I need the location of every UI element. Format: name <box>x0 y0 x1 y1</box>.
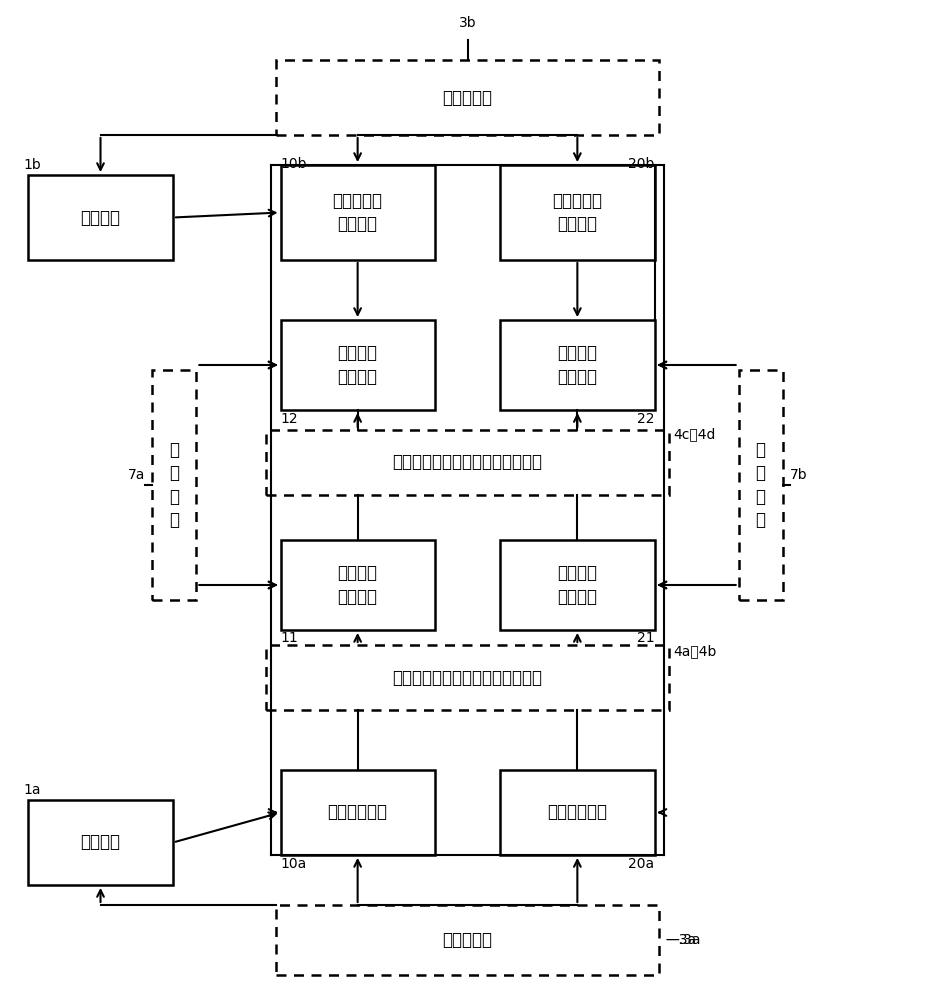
Text: 1a: 1a <box>23 783 41 797</box>
Text: 负载站点: 负载站点 <box>80 834 121 852</box>
Text: 卸载站点: 卸载站点 <box>80 209 121 227</box>
Text: 20a: 20a <box>628 857 654 871</box>
Bar <box>28 800 173 885</box>
Bar <box>280 770 435 855</box>
Bar <box>152 370 196 600</box>
Text: 第二倒角
前侧站点: 第二倒角 前侧站点 <box>557 564 597 606</box>
Bar <box>266 645 669 710</box>
Text: —3a: —3a <box>666 933 697 947</box>
Text: 10b: 10b <box>280 157 307 171</box>
Text: 21: 21 <box>637 631 654 645</box>
Bar <box>276 60 659 135</box>
Text: 20b: 20b <box>628 157 654 171</box>
Bar <box>266 430 669 495</box>
Text: 10a: 10a <box>280 857 307 871</box>
Text: 前部上主轴单元和前部下主轴单元: 前部上主轴单元和前部下主轴单元 <box>393 668 542 686</box>
Bar <box>280 320 435 410</box>
Text: 3b: 3b <box>459 16 476 30</box>
Text: 第二备用站点: 第二备用站点 <box>547 804 608 822</box>
Text: 第一倒角
后侧站点: 第一倒角 后侧站点 <box>338 344 378 386</box>
Text: 卸载选择器: 卸载选择器 <box>442 89 493 106</box>
Text: 第
一
夹
钳: 第 一 夹 钳 <box>169 441 180 529</box>
Text: 负载选择器: 负载选择器 <box>442 931 493 949</box>
Text: 7b: 7b <box>790 468 808 482</box>
Text: 12: 12 <box>280 412 298 426</box>
Bar <box>500 320 654 410</box>
Text: 4c、4d: 4c、4d <box>673 427 715 441</box>
Bar <box>739 370 783 600</box>
Bar <box>500 770 654 855</box>
Text: 7a: 7a <box>127 468 145 482</box>
Text: 22: 22 <box>637 412 654 426</box>
Text: 第二成品板
备用站点: 第二成品板 备用站点 <box>553 192 602 233</box>
Bar <box>276 905 659 975</box>
Text: —.3a: —.3a <box>666 933 701 947</box>
Bar <box>500 165 654 260</box>
Text: 后部上主轴单元和后部下主轴单元: 后部上主轴单元和后部下主轴单元 <box>393 454 542 472</box>
Bar <box>28 175 173 260</box>
Text: 第
二
夹
钳: 第 二 夹 钳 <box>755 441 766 529</box>
Text: 第二倒角
后侧站点: 第二倒角 后侧站点 <box>557 344 597 386</box>
Text: 第一成品板
备用站点: 第一成品板 备用站点 <box>333 192 382 233</box>
Bar <box>500 540 654 630</box>
Text: 11: 11 <box>280 631 298 645</box>
Text: 4a、4b: 4a、4b <box>673 644 716 658</box>
Text: 1b: 1b <box>23 158 41 172</box>
Bar <box>280 165 435 260</box>
Bar <box>280 540 435 630</box>
Text: 第一倒角
前侧站点: 第一倒角 前侧站点 <box>338 564 378 606</box>
Text: 第一备用站点: 第一备用站点 <box>327 804 388 822</box>
